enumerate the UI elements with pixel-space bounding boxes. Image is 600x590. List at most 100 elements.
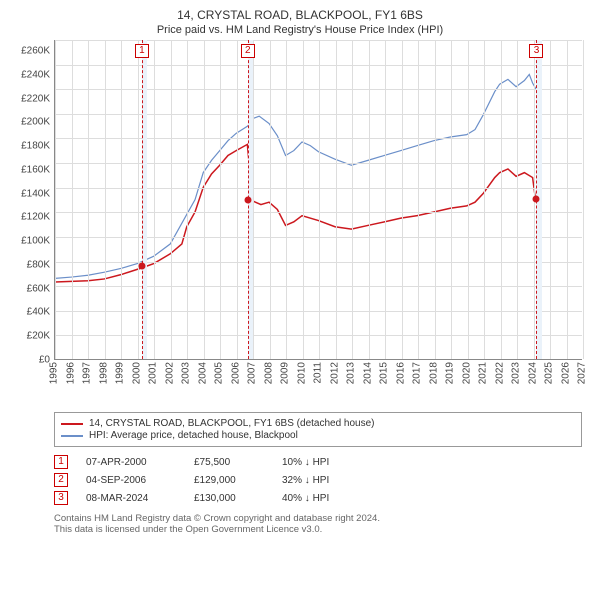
event-date: 08-MAR-2024 xyxy=(86,493,176,504)
y-tick-label: £240K xyxy=(21,69,50,80)
x-tick-label: 2009 xyxy=(280,362,291,384)
x-tick-label: 2025 xyxy=(544,362,555,384)
gridline-v xyxy=(319,40,320,359)
event-price: £75,500 xyxy=(194,457,264,468)
gridline-v xyxy=(237,40,238,359)
event-row: 107-APR-2000£75,50010% ↓ HPI xyxy=(54,455,582,469)
gridline-v xyxy=(204,40,205,359)
x-tick-label: 2008 xyxy=(263,362,274,384)
x-tick-label: 2026 xyxy=(560,362,571,384)
plot-area: £260K£240K£220K£200K£180K£160K£140K£120K… xyxy=(12,40,588,360)
legend: 14, CRYSTAL ROAD, BLACKPOOL, FY1 6BS (de… xyxy=(54,412,582,447)
legend-label: HPI: Average price, detached house, Blac… xyxy=(89,430,298,441)
x-tick-label: 2002 xyxy=(164,362,175,384)
footer: Contains HM Land Registry data © Crown c… xyxy=(54,513,582,536)
event-delta: 32% ↓ HPI xyxy=(282,475,382,486)
x-tick-label: 1996 xyxy=(65,362,76,384)
x-tick-label: 2003 xyxy=(181,362,192,384)
legend-swatch xyxy=(61,435,83,437)
x-tick-label: 2010 xyxy=(296,362,307,384)
gridline-v xyxy=(567,40,568,359)
event-marker-badge: 1 xyxy=(135,44,149,58)
gridline-v xyxy=(171,40,172,359)
y-axis: £260K£240K£220K£200K£180K£160K£140K£120K… xyxy=(12,40,50,360)
x-tick-label: 2024 xyxy=(527,362,538,384)
gridline-v xyxy=(55,40,56,359)
gridline-v xyxy=(220,40,221,359)
event-marker-line xyxy=(142,40,143,359)
gridline-v xyxy=(121,40,122,359)
x-tick-label: 2020 xyxy=(461,362,472,384)
event-row: 308-MAR-2024£130,00040% ↓ HPI xyxy=(54,491,582,505)
event-price: £130,000 xyxy=(194,493,264,504)
x-tick-label: 2027 xyxy=(577,362,588,384)
gridline-v xyxy=(484,40,485,359)
y-tick-label: £100K xyxy=(21,236,50,247)
y-tick-label: £20K xyxy=(27,331,50,342)
chart-subtitle: Price paid vs. HM Land Registry's House … xyxy=(12,24,588,36)
event-date: 04-SEP-2006 xyxy=(86,475,176,486)
x-axis: 1995199619971998199920002001200220032004… xyxy=(54,362,582,406)
x-tick-label: 2019 xyxy=(445,362,456,384)
event-marker-badge: 3 xyxy=(529,44,543,58)
gridline-v xyxy=(138,40,139,359)
x-tick-label: 2017 xyxy=(412,362,423,384)
legend-swatch xyxy=(61,423,83,425)
y-tick-label: £260K xyxy=(21,46,50,57)
gridline-v xyxy=(451,40,452,359)
event-delta: 10% ↓ HPI xyxy=(282,457,382,468)
y-tick-label: £40K xyxy=(27,307,50,318)
y-tick-label: £160K xyxy=(21,164,50,175)
event-badge: 3 xyxy=(54,491,68,505)
x-tick-label: 2013 xyxy=(346,362,357,384)
event-badge: 2 xyxy=(54,473,68,487)
x-tick-label: 2021 xyxy=(478,362,489,384)
gridline-v xyxy=(501,40,502,359)
events-table: 107-APR-2000£75,50010% ↓ HPI204-SEP-2006… xyxy=(54,455,582,505)
event-marker-dot xyxy=(244,197,251,204)
x-tick-label: 2005 xyxy=(214,362,225,384)
event-marker-dot xyxy=(533,196,540,203)
x-tick-label: 2006 xyxy=(230,362,241,384)
y-tick-label: £60K xyxy=(27,283,50,294)
y-tick-label: £80K xyxy=(27,259,50,270)
x-tick-label: 2015 xyxy=(379,362,390,384)
gridline-v xyxy=(286,40,287,359)
event-badge: 1 xyxy=(54,455,68,469)
x-tick-label: 2000 xyxy=(131,362,142,384)
x-tick-label: 2023 xyxy=(511,362,522,384)
footer-line-2: This data is licensed under the Open Gov… xyxy=(54,524,582,535)
event-row: 2 04-SEP-2006 £129,000 32% ↓ HPI xyxy=(54,473,582,487)
x-tick-label: 1997 xyxy=(82,362,93,384)
y-tick-label: £180K xyxy=(21,141,50,152)
gridline-v xyxy=(336,40,337,359)
event-marker-badge: 2 xyxy=(241,44,255,58)
y-tick-label: £140K xyxy=(21,188,50,199)
gridline-v xyxy=(187,40,188,359)
gridline-v xyxy=(105,40,106,359)
y-tick-label: £120K xyxy=(21,212,50,223)
gridline-v xyxy=(154,40,155,359)
x-tick-label: 2018 xyxy=(428,362,439,384)
gridline-v xyxy=(72,40,73,359)
gridline-v xyxy=(517,40,518,359)
gridline-v xyxy=(270,40,271,359)
chart-titles: 14, CRYSTAL ROAD, BLACKPOOL, FY1 6BS Pri… xyxy=(12,8,588,36)
gridline-v xyxy=(468,40,469,359)
x-tick-label: 1999 xyxy=(115,362,126,384)
gridline-v xyxy=(303,40,304,359)
gridline-v xyxy=(418,40,419,359)
event-price: £129,000 xyxy=(194,475,264,486)
x-tick-label: 1998 xyxy=(98,362,109,384)
x-tick-label: 2001 xyxy=(148,362,159,384)
gridline-v xyxy=(435,40,436,359)
chart-title: 14, CRYSTAL ROAD, BLACKPOOL, FY1 6BS xyxy=(12,8,588,22)
event-marker-dot xyxy=(138,263,145,270)
gridline-v xyxy=(385,40,386,359)
gridline-v xyxy=(402,40,403,359)
gridline-v xyxy=(369,40,370,359)
x-tick-label: 2016 xyxy=(395,362,406,384)
x-tick-label: 2012 xyxy=(329,362,340,384)
legend-item: 14, CRYSTAL ROAD, BLACKPOOL, FY1 6BS (de… xyxy=(61,418,575,429)
legend-label: 14, CRYSTAL ROAD, BLACKPOOL, FY1 6BS (de… xyxy=(89,418,375,429)
